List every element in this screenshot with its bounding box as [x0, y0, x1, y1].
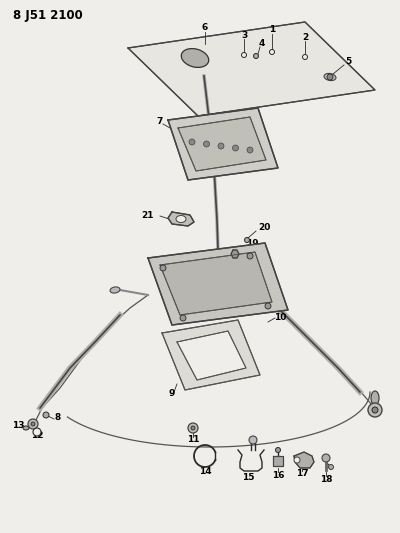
Circle shape	[247, 253, 253, 259]
Circle shape	[242, 52, 246, 58]
Text: 16: 16	[272, 471, 284, 480]
Text: 4: 4	[259, 39, 265, 49]
Text: 18: 18	[320, 474, 332, 483]
Circle shape	[372, 407, 378, 413]
Polygon shape	[231, 250, 239, 258]
Circle shape	[254, 53, 258, 59]
Circle shape	[244, 238, 250, 243]
Polygon shape	[162, 320, 260, 390]
Text: 2: 2	[302, 33, 308, 42]
Polygon shape	[128, 22, 375, 116]
Text: 10: 10	[274, 313, 286, 322]
Polygon shape	[168, 212, 194, 226]
Text: 21: 21	[142, 211, 154, 220]
Circle shape	[218, 143, 224, 149]
Circle shape	[322, 454, 330, 462]
Text: 9: 9	[169, 390, 175, 399]
Ellipse shape	[110, 287, 120, 293]
Circle shape	[31, 422, 35, 426]
Text: 14: 14	[199, 467, 211, 477]
Circle shape	[180, 315, 186, 321]
Ellipse shape	[23, 426, 29, 430]
Circle shape	[249, 436, 257, 444]
Circle shape	[294, 457, 300, 463]
Polygon shape	[177, 331, 246, 380]
Text: 17: 17	[296, 470, 308, 479]
Circle shape	[191, 426, 195, 430]
Polygon shape	[273, 456, 283, 466]
Polygon shape	[168, 108, 278, 180]
Text: 6: 6	[202, 23, 208, 33]
Text: 20: 20	[258, 223, 270, 232]
Text: 13: 13	[12, 421, 24, 430]
Ellipse shape	[371, 391, 379, 405]
Circle shape	[189, 139, 195, 145]
Circle shape	[270, 50, 274, 54]
Circle shape	[43, 412, 49, 418]
Ellipse shape	[181, 49, 209, 67]
Circle shape	[328, 464, 334, 470]
Polygon shape	[178, 117, 266, 171]
Text: 5: 5	[345, 58, 351, 67]
Circle shape	[160, 265, 166, 271]
Text: 3: 3	[241, 30, 247, 39]
Circle shape	[33, 428, 41, 436]
Text: 8: 8	[55, 414, 61, 423]
Text: 1: 1	[269, 26, 275, 35]
Polygon shape	[148, 243, 288, 325]
Ellipse shape	[324, 74, 336, 80]
Polygon shape	[160, 252, 272, 315]
Circle shape	[247, 147, 253, 153]
Circle shape	[302, 54, 308, 60]
Text: 8 J51 2100: 8 J51 2100	[13, 10, 83, 22]
Circle shape	[204, 141, 210, 147]
Text: 15: 15	[242, 473, 254, 482]
Circle shape	[265, 303, 271, 309]
Polygon shape	[294, 452, 314, 468]
Circle shape	[327, 74, 333, 80]
Ellipse shape	[176, 215, 186, 222]
Text: 11: 11	[187, 435, 199, 445]
Text: 19: 19	[246, 239, 259, 248]
Circle shape	[188, 423, 198, 433]
Text: 12: 12	[31, 432, 43, 440]
Circle shape	[232, 145, 238, 151]
Text: 7: 7	[157, 117, 163, 126]
Circle shape	[28, 419, 38, 429]
Circle shape	[276, 448, 280, 453]
Circle shape	[368, 403, 382, 417]
